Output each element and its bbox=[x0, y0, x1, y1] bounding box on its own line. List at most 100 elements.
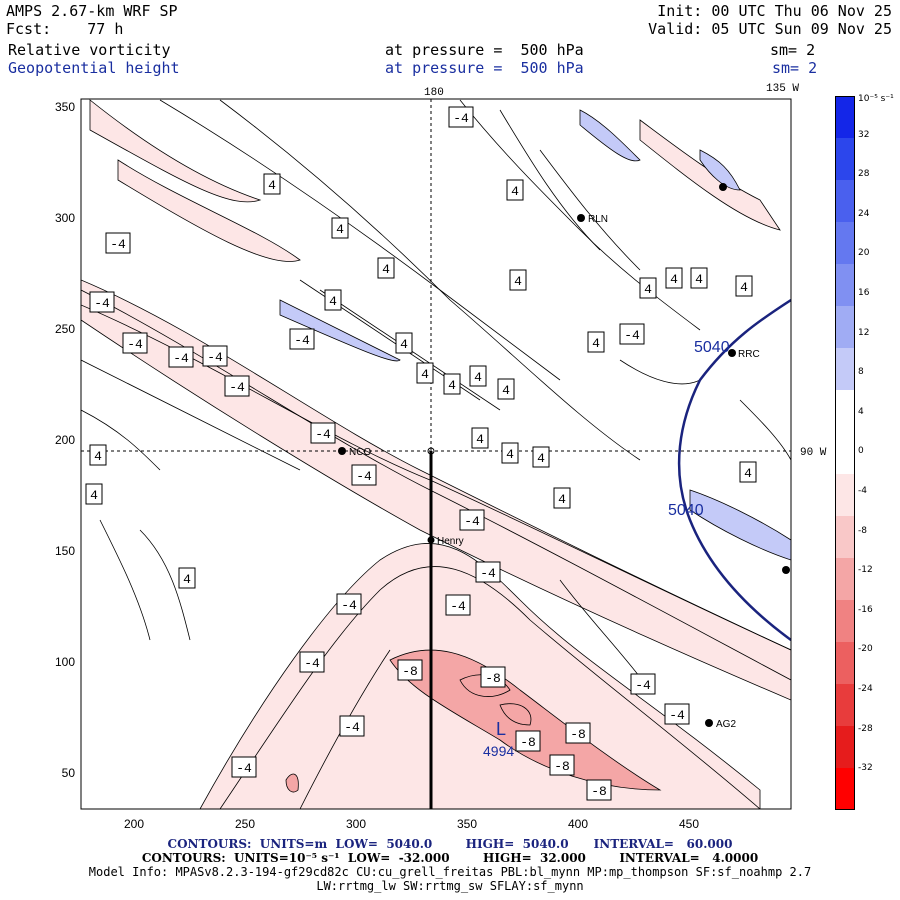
height-label-lower: 5040 bbox=[668, 502, 704, 519]
svg-text:4: 4 bbox=[268, 178, 276, 193]
forecast-hour: Fcst: 77 h bbox=[6, 20, 124, 38]
x-axis-ticks: 200 250 300 350 400 450 bbox=[124, 817, 699, 831]
svg-text:-4: -4 bbox=[294, 333, 310, 348]
svg-text:4: 4 bbox=[90, 488, 98, 503]
svg-text:4: 4 bbox=[502, 383, 510, 398]
x-tick-350: 350 bbox=[457, 817, 477, 831]
footer-vorticity-contours: CONTOURS: UNITS=10⁻⁵ s⁻¹ LOW= -32.000 HI… bbox=[141, 851, 759, 865]
meridian-180-label: 180 bbox=[424, 87, 444, 99]
svg-text:4: 4 bbox=[558, 492, 566, 507]
vort-label-pos-22: 4 bbox=[85, 483, 103, 505]
vort-label-pos-21: 4 bbox=[89, 444, 107, 466]
colorbar-label: 28 bbox=[858, 169, 870, 180]
height-label-upper: 5040 bbox=[694, 339, 730, 356]
vort-label-neg-7: -4 bbox=[289, 328, 315, 350]
vort-label-neg-14: -4 bbox=[299, 651, 325, 673]
valid-time: Valid: 05 UTC Sun 09 Nov 25 bbox=[648, 20, 892, 38]
vort-label-pos-10: 4 bbox=[395, 332, 413, 354]
colorbar-cell bbox=[835, 432, 855, 475]
station-dot-nco bbox=[338, 447, 346, 455]
svg-text:-4: -4 bbox=[173, 351, 189, 366]
vort-label-neg-19: -4 bbox=[619, 323, 645, 345]
svg-text:-4: -4 bbox=[450, 599, 466, 614]
colorbar-cell bbox=[835, 348, 855, 391]
vort-label-neg-2: -4 bbox=[89, 291, 115, 313]
colorbar-cell bbox=[835, 684, 855, 727]
station-dot-henry bbox=[427, 536, 435, 544]
colorbar-label: 4 bbox=[858, 406, 864, 417]
colorbar-cell bbox=[835, 600, 855, 643]
colorbar-cell bbox=[835, 138, 855, 181]
vort-label-pos-15: 4 bbox=[497, 378, 515, 400]
colorbar-label: 0 bbox=[858, 446, 864, 457]
colorbar-cell bbox=[835, 726, 855, 769]
svg-text:-4: -4 bbox=[110, 237, 126, 252]
svg-text:4: 4 bbox=[506, 447, 514, 462]
y-tick-150: 150 bbox=[55, 544, 75, 558]
vort-label-pos-0: 4 bbox=[506, 179, 524, 201]
colorbar-label: -12 bbox=[858, 565, 873, 576]
svg-text:-8: -8 bbox=[485, 671, 501, 686]
svg-text:-4: -4 bbox=[356, 469, 372, 484]
x-tick-200: 200 bbox=[124, 817, 144, 831]
vort-label-neg-9: -4 bbox=[351, 464, 377, 486]
svg-text:-8: -8 bbox=[520, 735, 536, 750]
svg-text:4: 4 bbox=[740, 280, 748, 295]
colorbar-label: -28 bbox=[858, 723, 873, 734]
colorbar-label: -16 bbox=[858, 604, 873, 615]
colorbar-cell bbox=[835, 558, 855, 601]
colorbar-units: 10⁻⁵ s⁻¹ bbox=[858, 94, 894, 104]
height-contour-5040 bbox=[677, 298, 791, 642]
vort-label-pos-13: 4 bbox=[443, 373, 461, 395]
vort-label-neg-18: -4 bbox=[664, 703, 690, 725]
vort-label-neg-1: -4 bbox=[105, 232, 131, 254]
footer-physics-info: LW:rrtmg_lw SW:rrtmg_sw SFLAY:sf_mynn bbox=[316, 879, 584, 893]
svg-text:-4: -4 bbox=[236, 761, 252, 776]
colorbar-label: -4 bbox=[858, 486, 867, 496]
colorbar-cell bbox=[835, 390, 855, 433]
station-label-rrc: RRC bbox=[738, 349, 760, 360]
colorbar-cell bbox=[835, 264, 855, 307]
vort-label-neg-15: -4 bbox=[339, 715, 365, 737]
colorbar-label: -8 bbox=[858, 525, 867, 536]
vort-label-pos-14: 4 bbox=[469, 365, 487, 387]
svg-text:-8: -8 bbox=[402, 664, 418, 679]
cross-section-marker bbox=[427, 447, 435, 455]
vort-label-pos-6: 4 bbox=[665, 267, 683, 289]
vort-label-pos-18: 4 bbox=[532, 446, 550, 468]
colorbar-cell bbox=[835, 222, 855, 265]
svg-text:4: 4 bbox=[744, 466, 752, 481]
positive-vorticity-shading bbox=[279, 109, 791, 561]
svg-text:4: 4 bbox=[400, 337, 408, 352]
svg-text:4: 4 bbox=[476, 432, 484, 447]
vort-label-neg-0: -4 bbox=[448, 106, 474, 128]
vort-label-pos-2: 4 bbox=[263, 173, 281, 195]
svg-text:-4: -4 bbox=[315, 427, 331, 442]
field2-level: at pressure = 500 hPa bbox=[385, 59, 584, 77]
vort-label-pos-16: 4 bbox=[471, 427, 489, 449]
parallel-90w-label: 90 W bbox=[800, 447, 827, 459]
station-dot-rrc bbox=[728, 349, 736, 357]
vort-label-pos-4: 4 bbox=[509, 269, 527, 291]
colorbar-label: -24 bbox=[858, 684, 873, 694]
colorbar-cell bbox=[835, 306, 855, 349]
station-dot-upper bbox=[719, 183, 727, 191]
colorbar-label: 24 bbox=[858, 208, 870, 219]
colorbar-label: -32 bbox=[858, 763, 873, 774]
vort-label-pos-7: 4 bbox=[690, 267, 708, 289]
svg-text:-4: -4 bbox=[341, 598, 357, 613]
vort-label-neg-16: -4 bbox=[231, 756, 257, 778]
map-frame bbox=[80, 98, 792, 810]
footer-height-contours: CONTOURS: UNITS=m LOW= 5040.0 HIGH= 5040… bbox=[167, 837, 733, 851]
svg-text:4: 4 bbox=[329, 294, 337, 309]
svg-text:-8: -8 bbox=[591, 784, 607, 799]
station-label-ag2: AG2 bbox=[716, 719, 736, 730]
vort-label-neg-5: -4 bbox=[202, 345, 228, 367]
svg-text:4: 4 bbox=[511, 184, 519, 199]
vort-label-pos-17: 4 bbox=[501, 442, 519, 464]
model-title: AMPS 2.67-km WRF SP bbox=[6, 2, 178, 20]
y-tick-300: 300 bbox=[55, 211, 75, 225]
colorbar-label: 20 bbox=[858, 248, 870, 259]
